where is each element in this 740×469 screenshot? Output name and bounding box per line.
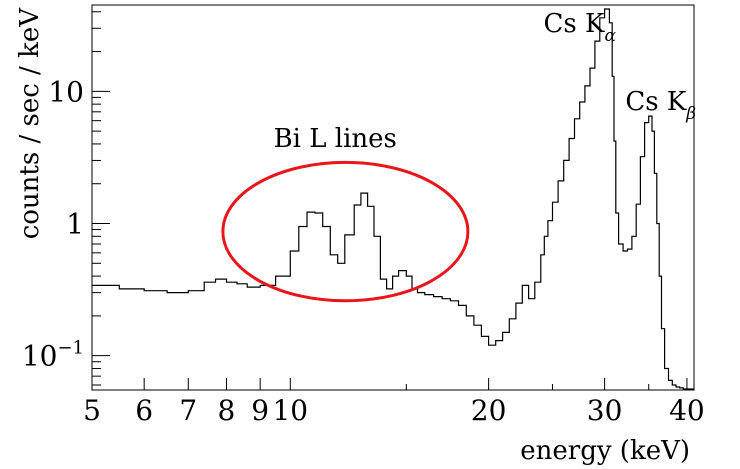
y-tick-label: 10 (48, 75, 84, 108)
x-tick-label: 7 (179, 394, 197, 427)
annotations: Bi L lines Cs Kα Cs Kβ (274, 9, 697, 154)
y-tick-label: 10−1 (22, 338, 84, 373)
x-tick-label: 9 (251, 394, 269, 427)
y-axis: 10−1 1 10 (22, 11, 110, 386)
x-tick-label: 8 (218, 394, 236, 427)
annotation-label: Cs Kβ (625, 87, 696, 124)
y-axis-label: counts / sec / keV (15, 7, 45, 240)
y-tick-label: 1 (66, 208, 84, 241)
bi-l-lines-highlight-ellipse (221, 160, 470, 303)
spectrum-series-line (92, 8, 694, 390)
x-tick-label: 40 (669, 394, 705, 427)
x-tick-label: 10 (272, 394, 308, 427)
plot-frame (91, 4, 695, 391)
x-tick-label: 6 (135, 394, 153, 427)
annotation-label: Bi L lines (274, 124, 397, 154)
x-tick-label: 5 (83, 394, 101, 427)
x-axis: 5 6 7 8 9 10 20 30 40 (83, 378, 705, 427)
annotation-label: Cs Kα (544, 9, 617, 46)
x-tick-label: 20 (471, 394, 507, 427)
x-axis-label: energy (keV) (520, 436, 690, 466)
x-tick-label: 30 (587, 394, 623, 427)
